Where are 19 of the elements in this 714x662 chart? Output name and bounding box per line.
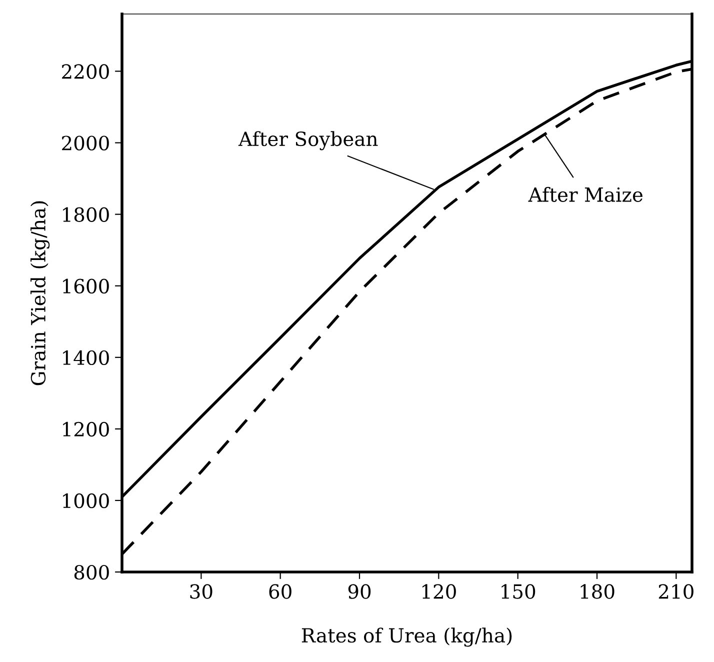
y-tick-label: 1000 <box>63 493 109 508</box>
y-tick-label: 2000 <box>62 136 109 150</box>
y-tick-label: 1200 <box>63 422 109 437</box>
x-axis-title: Rates of Urea (kg/ha) <box>302 628 512 647</box>
y-tick-label: 800 <box>74 564 109 580</box>
x-tick-label: 150 <box>502 584 536 599</box>
x-tick-label: 120 <box>422 584 456 599</box>
y-tick-label: 2200 <box>62 64 109 79</box>
x-tick-label: 180 <box>580 584 614 599</box>
annotation: After Soybean <box>238 131 378 150</box>
y-axis-title: Grain Yield (kg/ha) <box>30 201 50 386</box>
y-tick-label: 1800 <box>63 207 109 222</box>
y-tick-label: 1400 <box>63 350 109 366</box>
y-tick-label: 1600 <box>63 278 109 294</box>
x-tick-label: 90 <box>348 584 371 599</box>
x-tick-label: 30 <box>190 584 212 599</box>
x-tick-label: 60 <box>269 584 292 599</box>
annotation: After Maize <box>528 186 643 202</box>
x-tick-label: 210 <box>658 584 694 599</box>
